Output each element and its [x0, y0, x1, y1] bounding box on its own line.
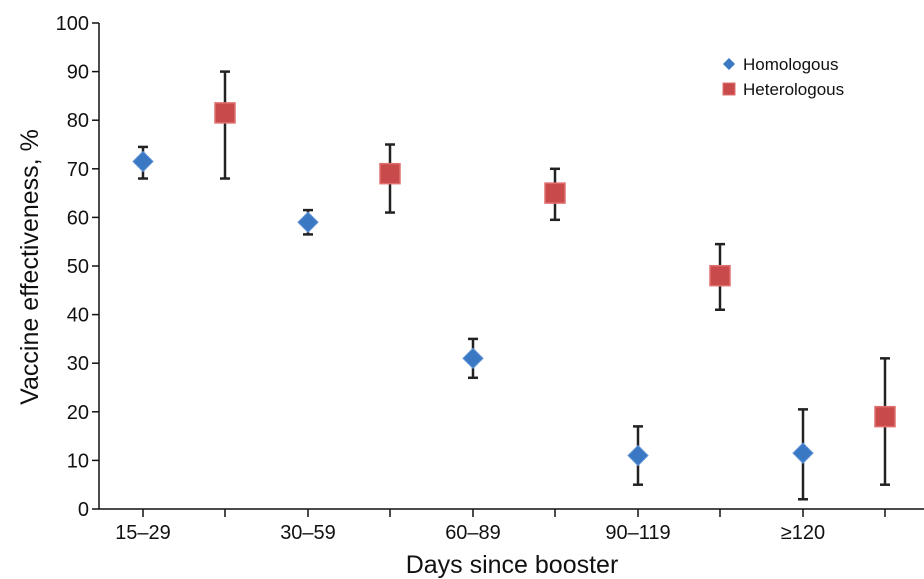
y-tick-label: 60 [67, 207, 89, 229]
legend-label: Heterologous [743, 80, 844, 99]
legend-marker-homologous [723, 58, 735, 70]
y-tick-label: 90 [67, 62, 89, 84]
x-tick-label: 90–119 [605, 522, 670, 544]
y-tick-label: 50 [67, 256, 89, 278]
heterologous-point [214, 102, 236, 124]
y-tick-label: 0 [78, 499, 89, 521]
y-tick-label: 20 [67, 402, 89, 424]
legend-marker-heterologous [722, 82, 736, 96]
homologous-point [792, 442, 814, 464]
homologous-point [627, 444, 649, 467]
x-axis-ticks: 15–29 30–59 60–89 90–119 ≥120 [115, 509, 886, 544]
x-tick-label: 60–89 [445, 522, 501, 544]
y-tick-label: 40 [67, 305, 89, 327]
legend: Homologous Heterologous [722, 55, 844, 99]
y-tick-label: 10 [67, 450, 89, 472]
y-tick-label: 30 [67, 353, 89, 375]
y-axis-title: Vaccine effectiveness, % [16, 129, 44, 405]
heterologous-point [379, 162, 401, 185]
heterologous-point [709, 264, 731, 287]
y-tick-label: 80 [67, 110, 89, 132]
heterologous-point [874, 405, 896, 428]
data-marks [132, 70, 896, 501]
x-tick-label: ≥120 [781, 522, 825, 544]
x-tick-label: 30–59 [280, 522, 336, 544]
y-axis-ticks: 0 10 20 30 40 50 60 70 80 90 100 [56, 13, 99, 521]
x-axis-title: Days since booster [406, 551, 619, 579]
homologous-point [297, 211, 319, 233]
homologous-point [462, 347, 484, 370]
heterologous-point [544, 182, 566, 204]
x-tick-label: 15–29 [115, 522, 171, 544]
homologous-point [132, 150, 154, 173]
y-tick-label: 70 [67, 159, 89, 181]
y-tick-label: 100 [56, 13, 89, 35]
legend-label: Homologous [743, 55, 838, 74]
